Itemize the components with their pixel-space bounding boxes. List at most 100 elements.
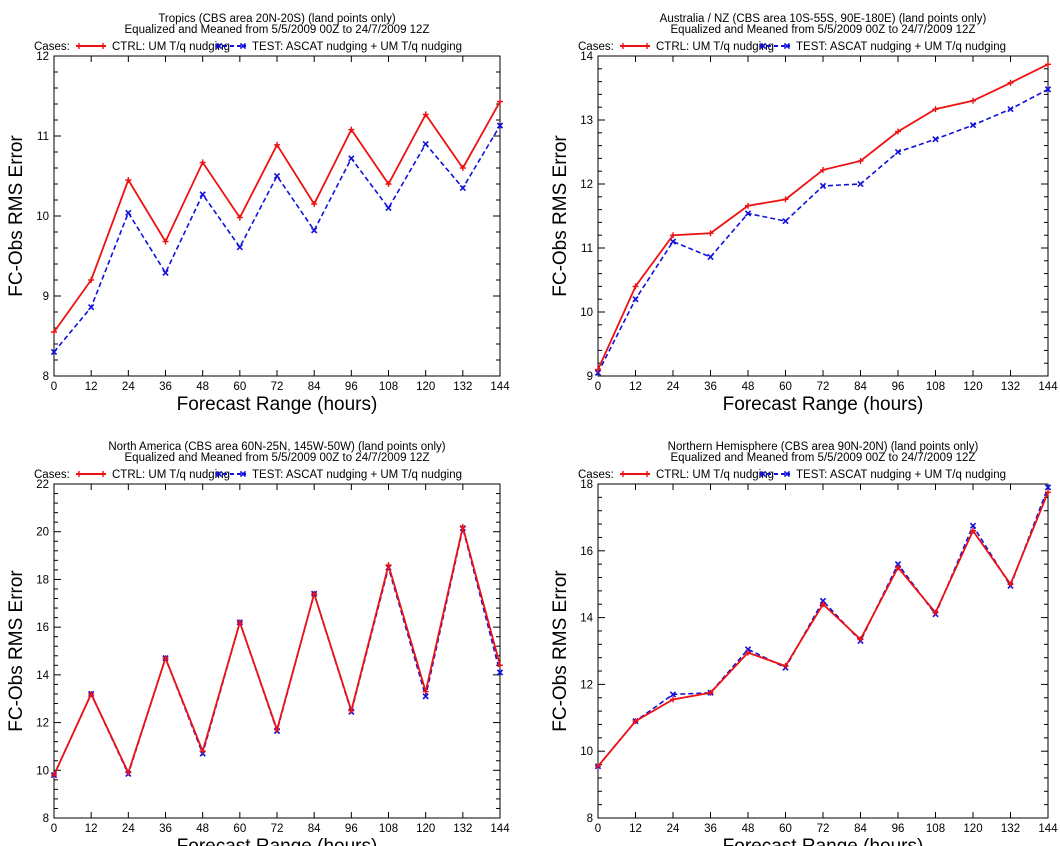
test-point bbox=[932, 136, 939, 143]
test-point bbox=[496, 669, 504, 676]
series-test-line bbox=[53, 527, 501, 777]
x-axis-label: Forecast Range (hours) bbox=[723, 394, 924, 415]
ctrl-point bbox=[895, 128, 901, 135]
series-ctrl-line bbox=[53, 101, 501, 333]
ctrl-point bbox=[707, 689, 714, 696]
series-ctrl-line bbox=[597, 492, 1049, 767]
y-tick-label: 22 bbox=[36, 479, 49, 491]
x-tick-label: 36 bbox=[704, 823, 717, 835]
plot-frame bbox=[597, 483, 1049, 819]
chart-panel-1: Tropics (CBS area 20N-20S) (land points … bbox=[6, 13, 510, 415]
legend-test-marker bbox=[215, 470, 223, 478]
ctrl-point bbox=[348, 126, 355, 133]
legend-test-marker bbox=[215, 42, 223, 50]
x-tick-label: 96 bbox=[892, 381, 905, 393]
legend-prefix: Cases: bbox=[34, 469, 70, 481]
x-axis: 0 12 24 36 48 60 72 84 96 108 120 132 144 Forecast Ra… bbox=[51, 484, 510, 846]
x-tick-label: 72 bbox=[271, 381, 284, 393]
test-point bbox=[459, 184, 466, 192]
x-tick-label: 84 bbox=[854, 381, 867, 393]
y-tick-label: 12 bbox=[580, 179, 593, 191]
ctrl-point bbox=[162, 238, 169, 245]
test-point bbox=[88, 304, 95, 311]
series-ctrl bbox=[595, 61, 1051, 373]
ctrl-point bbox=[199, 748, 206, 755]
x-tick-label: 120 bbox=[963, 823, 982, 835]
ctrl-point bbox=[311, 201, 318, 207]
x-tick-label: 108 bbox=[926, 381, 945, 393]
chart-title: Australia / NZ (CBS area 10S-55S, 90E-18… bbox=[660, 13, 987, 25]
x-tick-label: 96 bbox=[892, 823, 905, 835]
y-axis-label: FC-Obs RMS Error bbox=[550, 135, 571, 297]
ctrl-point bbox=[820, 601, 826, 608]
legend-ctrl-marker bbox=[620, 43, 626, 49]
y-tick-label: 14 bbox=[580, 613, 593, 625]
test-point bbox=[744, 210, 752, 217]
ctrl-point bbox=[236, 619, 243, 626]
x-tick-label: 24 bbox=[122, 381, 135, 393]
y-axis: 8 10 12 14 16 18 20 22 FC-Obs RMS Error bbox=[6, 479, 500, 825]
ctrl-point bbox=[459, 165, 466, 171]
x-tick-label: 84 bbox=[308, 381, 321, 393]
chart-title: Tropics (CBS area 20N-20S) (land points … bbox=[158, 13, 396, 25]
ctrl-point bbox=[125, 769, 132, 776]
chart-panel-3: North America (CBS area 60N-25N, 145W-50… bbox=[6, 441, 510, 846]
y-tick-label: 16 bbox=[36, 622, 49, 634]
test-point bbox=[819, 597, 827, 605]
y-tick-label: 9 bbox=[43, 291, 49, 303]
series-ctrl-line bbox=[53, 526, 501, 776]
x-tick-label: 132 bbox=[1001, 381, 1020, 393]
ctrl-point bbox=[274, 141, 280, 148]
ctrl-point bbox=[348, 707, 355, 714]
x-tick-label: 108 bbox=[379, 381, 398, 393]
ctrl-point bbox=[459, 523, 466, 530]
y-axis-label: FC-Obs RMS Error bbox=[550, 570, 571, 732]
y-tick-label: 8 bbox=[43, 813, 49, 825]
y-tick-label: 16 bbox=[580, 546, 593, 558]
ctrl-point bbox=[162, 655, 169, 662]
x-tick-label: 144 bbox=[490, 381, 510, 393]
legend-ctrl-marker bbox=[644, 471, 650, 477]
ctrl-point bbox=[125, 177, 132, 183]
legend-test-label: TEST: ASCAT nudging + UM T/q nudging bbox=[796, 469, 1006, 481]
y-axis: 8 9 10 11 12 FC-Obs RMS Error bbox=[6, 51, 500, 383]
y-tick-label: 18 bbox=[36, 574, 49, 586]
test-point bbox=[1007, 105, 1014, 113]
ctrl-point bbox=[51, 329, 57, 335]
y-tick-label: 14 bbox=[36, 670, 49, 682]
ctrl-point bbox=[51, 772, 57, 779]
legend-prefix: Cases: bbox=[578, 41, 614, 53]
x-axis-label: Forecast Range (hours) bbox=[723, 836, 924, 846]
ctrl-point bbox=[1045, 61, 1051, 68]
ctrl-point bbox=[422, 111, 429, 118]
test-point bbox=[782, 217, 789, 225]
x-axis: 0 12 24 36 48 60 72 84 96 108 120 132 144 Forecast Ra… bbox=[595, 56, 1058, 415]
ctrl-point bbox=[632, 283, 639, 290]
ctrl-point bbox=[970, 527, 976, 534]
legend-ctrl-marker bbox=[100, 471, 106, 477]
legend-ctrl-label: CTRL: UM T/q nudging bbox=[656, 41, 774, 53]
y-tick-label: 10 bbox=[580, 307, 593, 319]
test-point bbox=[50, 348, 58, 356]
series-test bbox=[50, 122, 504, 356]
x-tick-label: 36 bbox=[159, 381, 172, 393]
ctrl-point bbox=[820, 166, 826, 173]
legend: Cases: CTRL: UM T/q nudging TEST: ASCAT nu… bbox=[578, 41, 1006, 53]
test-point bbox=[348, 155, 355, 162]
test-point bbox=[1044, 484, 1052, 491]
ctrl-point bbox=[236, 214, 243, 221]
legend-ctrl-marker bbox=[100, 43, 106, 49]
ctrl-point bbox=[422, 688, 429, 695]
chart-subtitle: Equalized and Meaned from 5/5/2009 00Z t… bbox=[125, 24, 430, 36]
x-axis: 0 12 24 36 48 60 72 84 96 108 120 132 144 Forecast Ra… bbox=[595, 484, 1058, 846]
ctrl-point bbox=[632, 718, 639, 725]
test-point bbox=[273, 172, 281, 180]
x-tick-label: 132 bbox=[453, 823, 472, 835]
legend-test-marker bbox=[759, 42, 767, 50]
test-point bbox=[819, 182, 827, 190]
legend-test-marker bbox=[759, 470, 767, 478]
x-tick-label: 60 bbox=[779, 823, 792, 835]
chart-panel-4: Northern Hemisphere (CBS area 90N-20N) (… bbox=[550, 441, 1058, 846]
series-test bbox=[594, 86, 1052, 376]
x-tick-label: 0 bbox=[595, 381, 601, 393]
